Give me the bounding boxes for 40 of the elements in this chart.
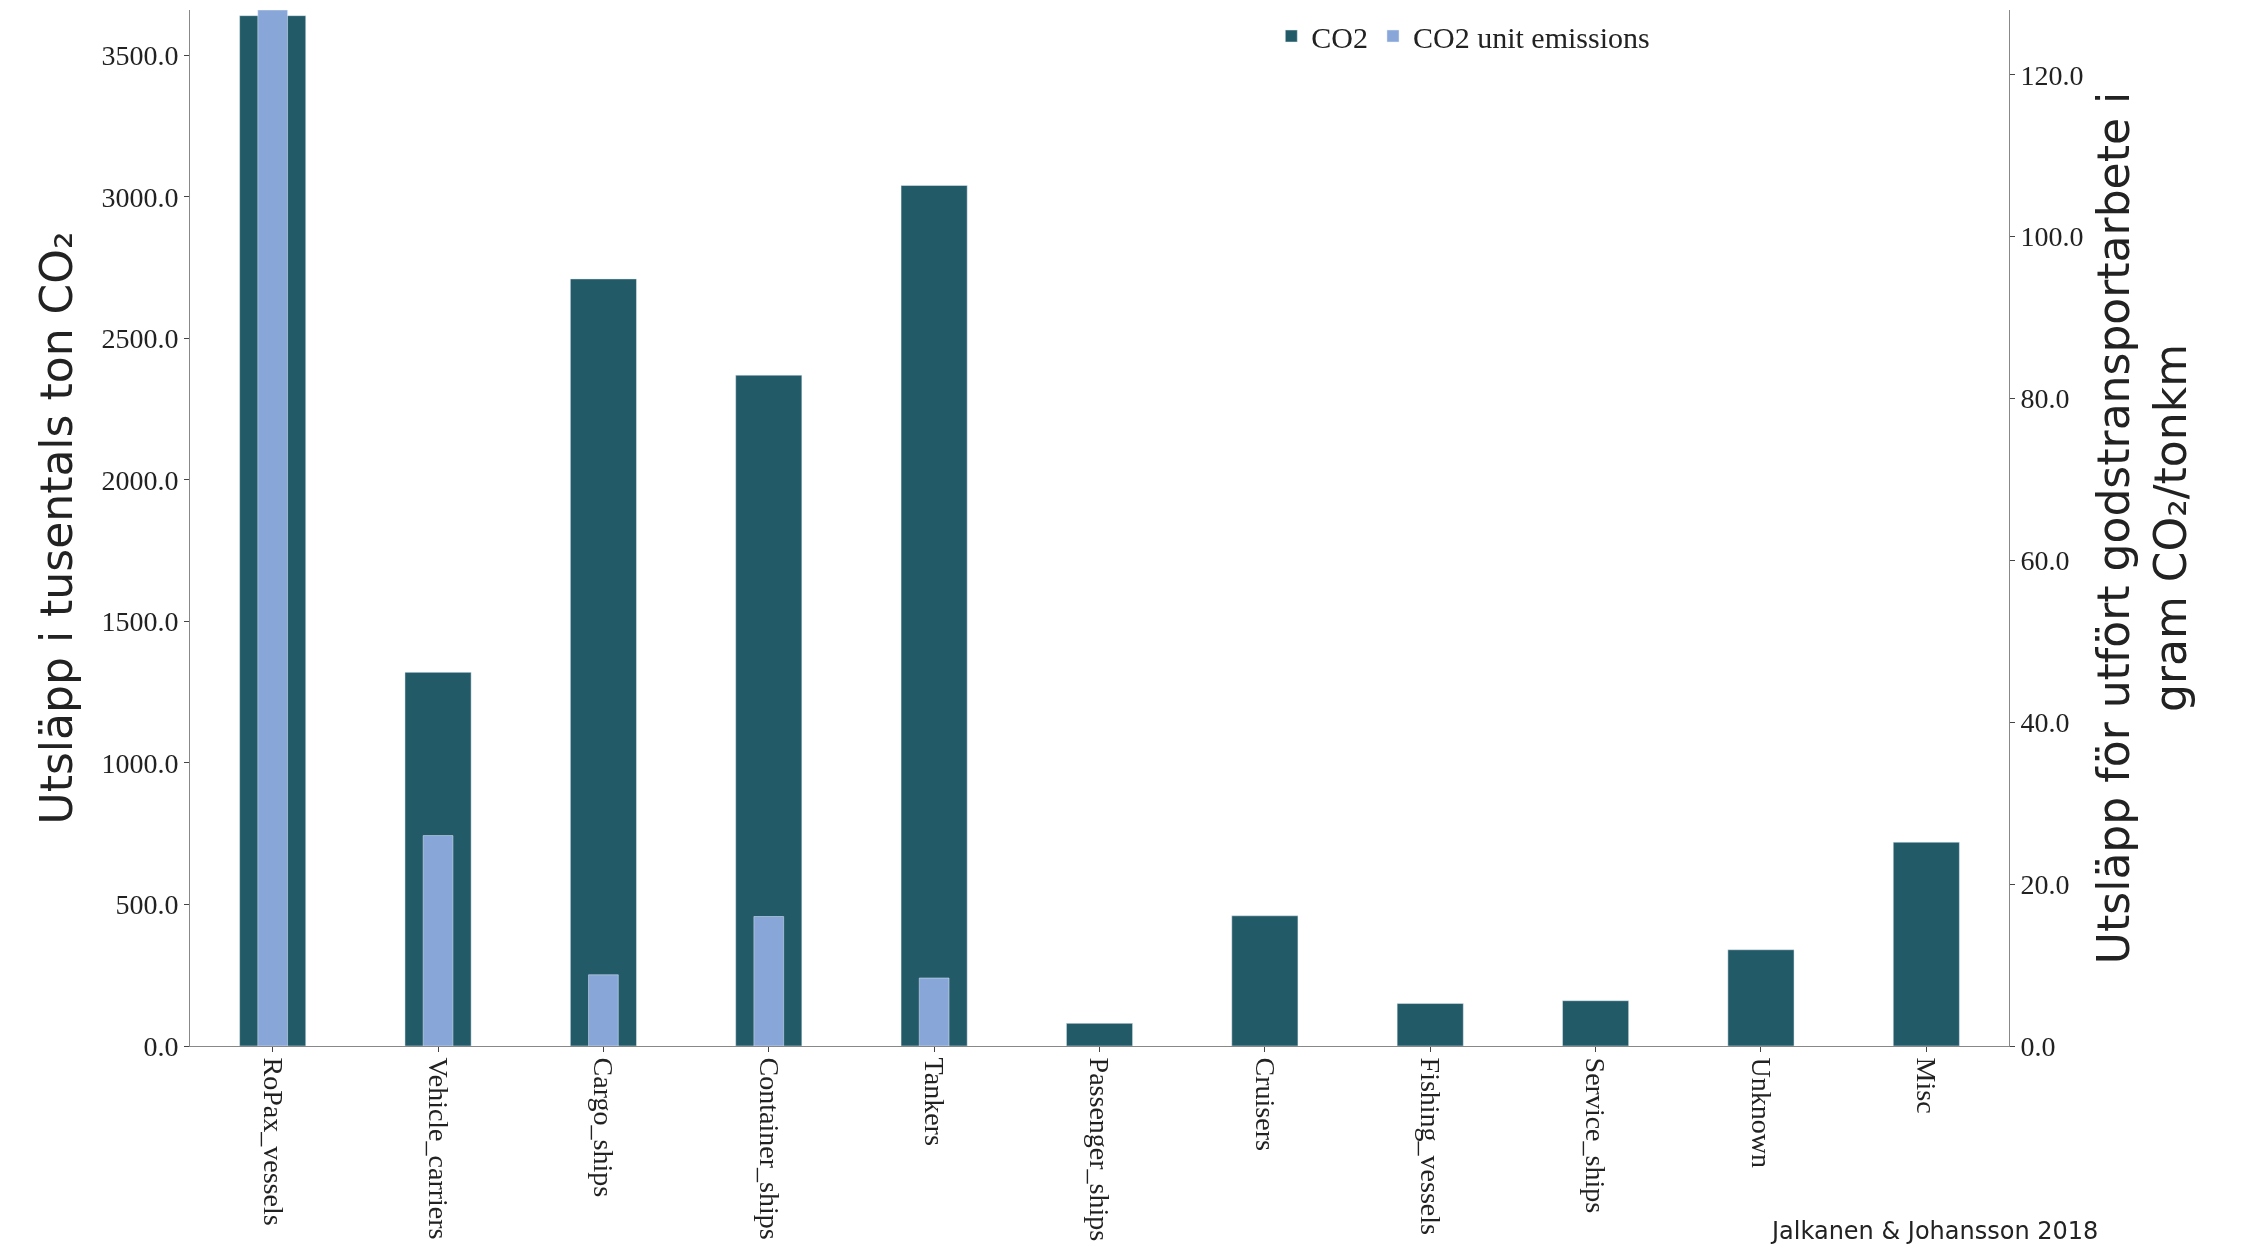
bar [570, 278, 637, 1046]
bar [1727, 949, 1795, 1046]
bar [900, 185, 968, 1046]
y-tick-label: 1500.0 [101, 606, 179, 638]
y-tick-label: 3500.0 [101, 40, 179, 72]
legend-label: CO2 [1311, 20, 1368, 54]
y2-tick-label: 0.0 [2020, 1030, 2056, 1062]
y-tick-label: 3000.0 [101, 181, 179, 213]
bar [1231, 915, 1299, 1046]
y2-tick-label: 120.0 [2020, 59, 2084, 91]
y2-tick-label: 80.0 [2020, 383, 2070, 415]
y-tick-label: 0.0 [143, 1030, 179, 1062]
x-tick-label: Tankers [919, 1057, 951, 1146]
x-tick-label: Fishing_vessels [1415, 1057, 1447, 1235]
bar [735, 374, 803, 1046]
x-tick-label: Cruisers [1249, 1057, 1281, 1151]
bar [1066, 1023, 1133, 1046]
x-tick-label: Container_ships [753, 1057, 785, 1240]
legend-label: CO2 unit emissions [1412, 20, 1650, 54]
y2-tick-label: 60.0 [2020, 545, 2070, 577]
y2-tick-label: 40.0 [2020, 707, 2070, 739]
x-tick-label: Service_ships [1580, 1057, 1612, 1214]
y-tick-label: 2500.0 [101, 323, 179, 355]
y2-axis-title: Utsläpp för utfört godstransportarbete i gram CO₂/tonkm [2087, 91, 2197, 965]
bar [1893, 841, 1960, 1046]
x-tick-label: Misc [1911, 1057, 1943, 1114]
y2-tick-label: 20.0 [2020, 868, 2070, 900]
y-axis-title: Utsläpp i tusentals ton CO₂ [30, 231, 82, 825]
x-tick-label: Passenger_ships [1084, 1057, 1116, 1242]
x-tick-label: Cargo_ships [588, 1057, 620, 1198]
x-tick-label: Unknown [1745, 1057, 1777, 1169]
text: Jalkanen & Johansson 2018 [1770, 1217, 2099, 1245]
bar [1396, 1003, 1464, 1046]
x-tick-label: RoPax_vessels [257, 1057, 289, 1226]
y-tick-label: 500.0 [115, 889, 179, 921]
x-tick-label: Vehicle_carriers [422, 1057, 454, 1240]
y-tick-label: 2000.0 [101, 464, 179, 496]
bar [1562, 1000, 1629, 1046]
y-tick-label: 1000.0 [101, 747, 179, 779]
y2-tick-label: 100.0 [2020, 221, 2084, 253]
